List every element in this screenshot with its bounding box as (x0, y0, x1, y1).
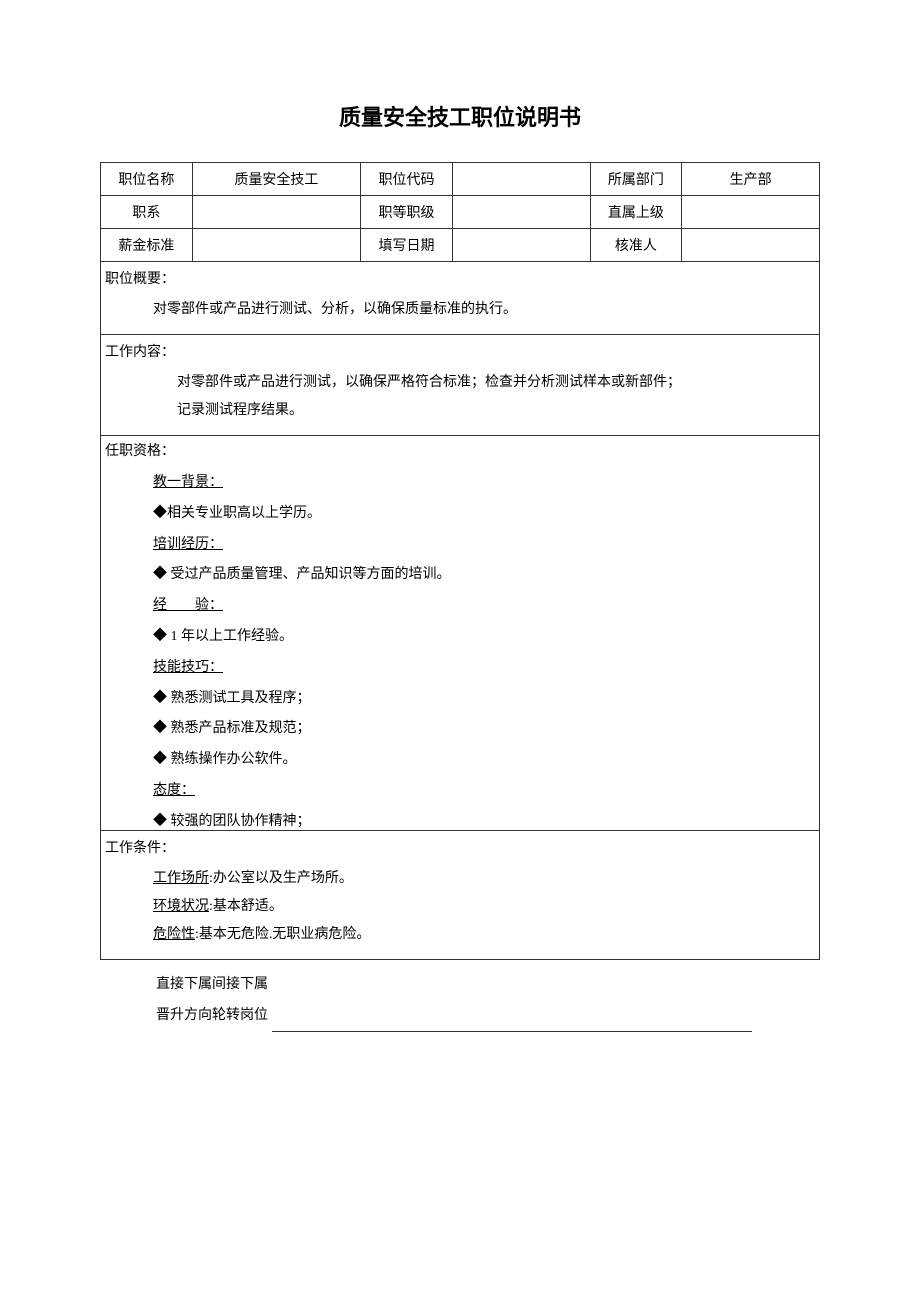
skill-item-3: ◆ 熟练操作办公软件。 (105, 745, 815, 776)
footer-line-1: 直接下属间接下属 (156, 970, 820, 1001)
document-title: 质量安全技工职位说明书 (100, 100, 820, 132)
value-job-grade (452, 196, 590, 229)
exp-item: ◆ 1 年以上工作经验。 (105, 622, 815, 653)
overview-content: 对零部件或产品进行测试、分析，以确保质量标准的执行。 (105, 296, 815, 324)
work-line-1: 对零部件或产品进行测试，以确保严格符合标准；检查并分析测试样本或新部件； (105, 369, 815, 397)
footer-line-2: 晋升方向轮转岗位 (156, 1008, 268, 1023)
skill-item-2: ◆ 熟悉产品标准及规范； (105, 714, 815, 745)
conditions-heading: 工作条件： (105, 837, 815, 857)
training-label: 培训经历： (153, 537, 223, 552)
edu-item: ◆相关专业职高以上学历。 (105, 499, 815, 530)
header-row-3: 薪金标准 填写日期 核准人 (101, 229, 820, 262)
work-heading: 工作内容： (105, 341, 815, 361)
danger-label: 危险性 (153, 927, 195, 942)
label-approver: 核准人 (590, 229, 682, 262)
env-value: :基本舒适。 (209, 899, 283, 914)
value-department: 生产部 (682, 163, 820, 196)
danger-value: :基本无危险.无职业病危险。 (195, 927, 370, 942)
label-salary: 薪金标准 (101, 229, 193, 262)
training-item: ◆ 受过产品质量管理、产品知识等方面的培训。 (105, 560, 815, 591)
label-job-grade: 职等职级 (361, 196, 453, 229)
skill-label: 技能技巧： (153, 660, 223, 675)
qualifications-heading: 任职资格： (105, 440, 815, 460)
qualifications-section: 任职资格： 教一背景： ◆相关专业职高以上学历。 培训经历： ◆ 受过产品质量管… (100, 436, 820, 831)
work-section: 工作内容： 对零部件或产品进行测试，以确保严格符合标准；检查并分析测试样本或新部… (100, 335, 820, 436)
exp-label: 经 验： (153, 598, 223, 613)
attitude-item-1: ◆ 较强的团队协作精神； (105, 807, 815, 831)
header-row-1: 职位名称 质量安全技工 职位代码 所属部门 生产部 (101, 163, 820, 196)
footer-section: 直接下属间接下属 晋升方向轮转岗位 (100, 970, 820, 1032)
header-row-2: 职系 职等职级 直属上级 (101, 196, 820, 229)
workplace-label: 工作场所 (153, 871, 209, 886)
env-label: 环境状况 (153, 899, 209, 914)
fill-line (272, 1031, 752, 1032)
label-job-series: 职系 (101, 196, 193, 229)
workplace-value: :办公室以及生产场所。 (209, 871, 353, 886)
label-position-name: 职位名称 (101, 163, 193, 196)
label-department: 所属部门 (590, 163, 682, 196)
value-salary (192, 229, 360, 262)
overview-heading: 职位概要： (105, 268, 815, 288)
value-position-code (452, 163, 590, 196)
label-position-code: 职位代码 (361, 163, 453, 196)
label-fill-date: 填写日期 (361, 229, 453, 262)
header-table: 职位名称 质量安全技工 职位代码 所属部门 生产部 职系 职等职级 直属上级 薪… (100, 162, 820, 262)
value-fill-date (452, 229, 590, 262)
value-job-series (192, 196, 360, 229)
conditions-section: 工作条件： 工作场所:办公室以及生产场所。 环境状况:基本舒适。 危险性:基本无… (100, 831, 820, 960)
value-approver (682, 229, 820, 262)
value-supervisor (682, 196, 820, 229)
label-supervisor: 直属上级 (590, 196, 682, 229)
overview-section: 职位概要： 对零部件或产品进行测试、分析，以确保质量标准的执行。 (100, 262, 820, 335)
work-line-2: 记录测试程序结果。 (105, 397, 815, 425)
attitude-label: 态度： (153, 783, 195, 798)
edu-label: 教一背景： (153, 475, 223, 490)
value-position-name: 质量安全技工 (192, 163, 360, 196)
skill-item-1: ◆ 熟悉测试工具及程序； (105, 684, 815, 715)
